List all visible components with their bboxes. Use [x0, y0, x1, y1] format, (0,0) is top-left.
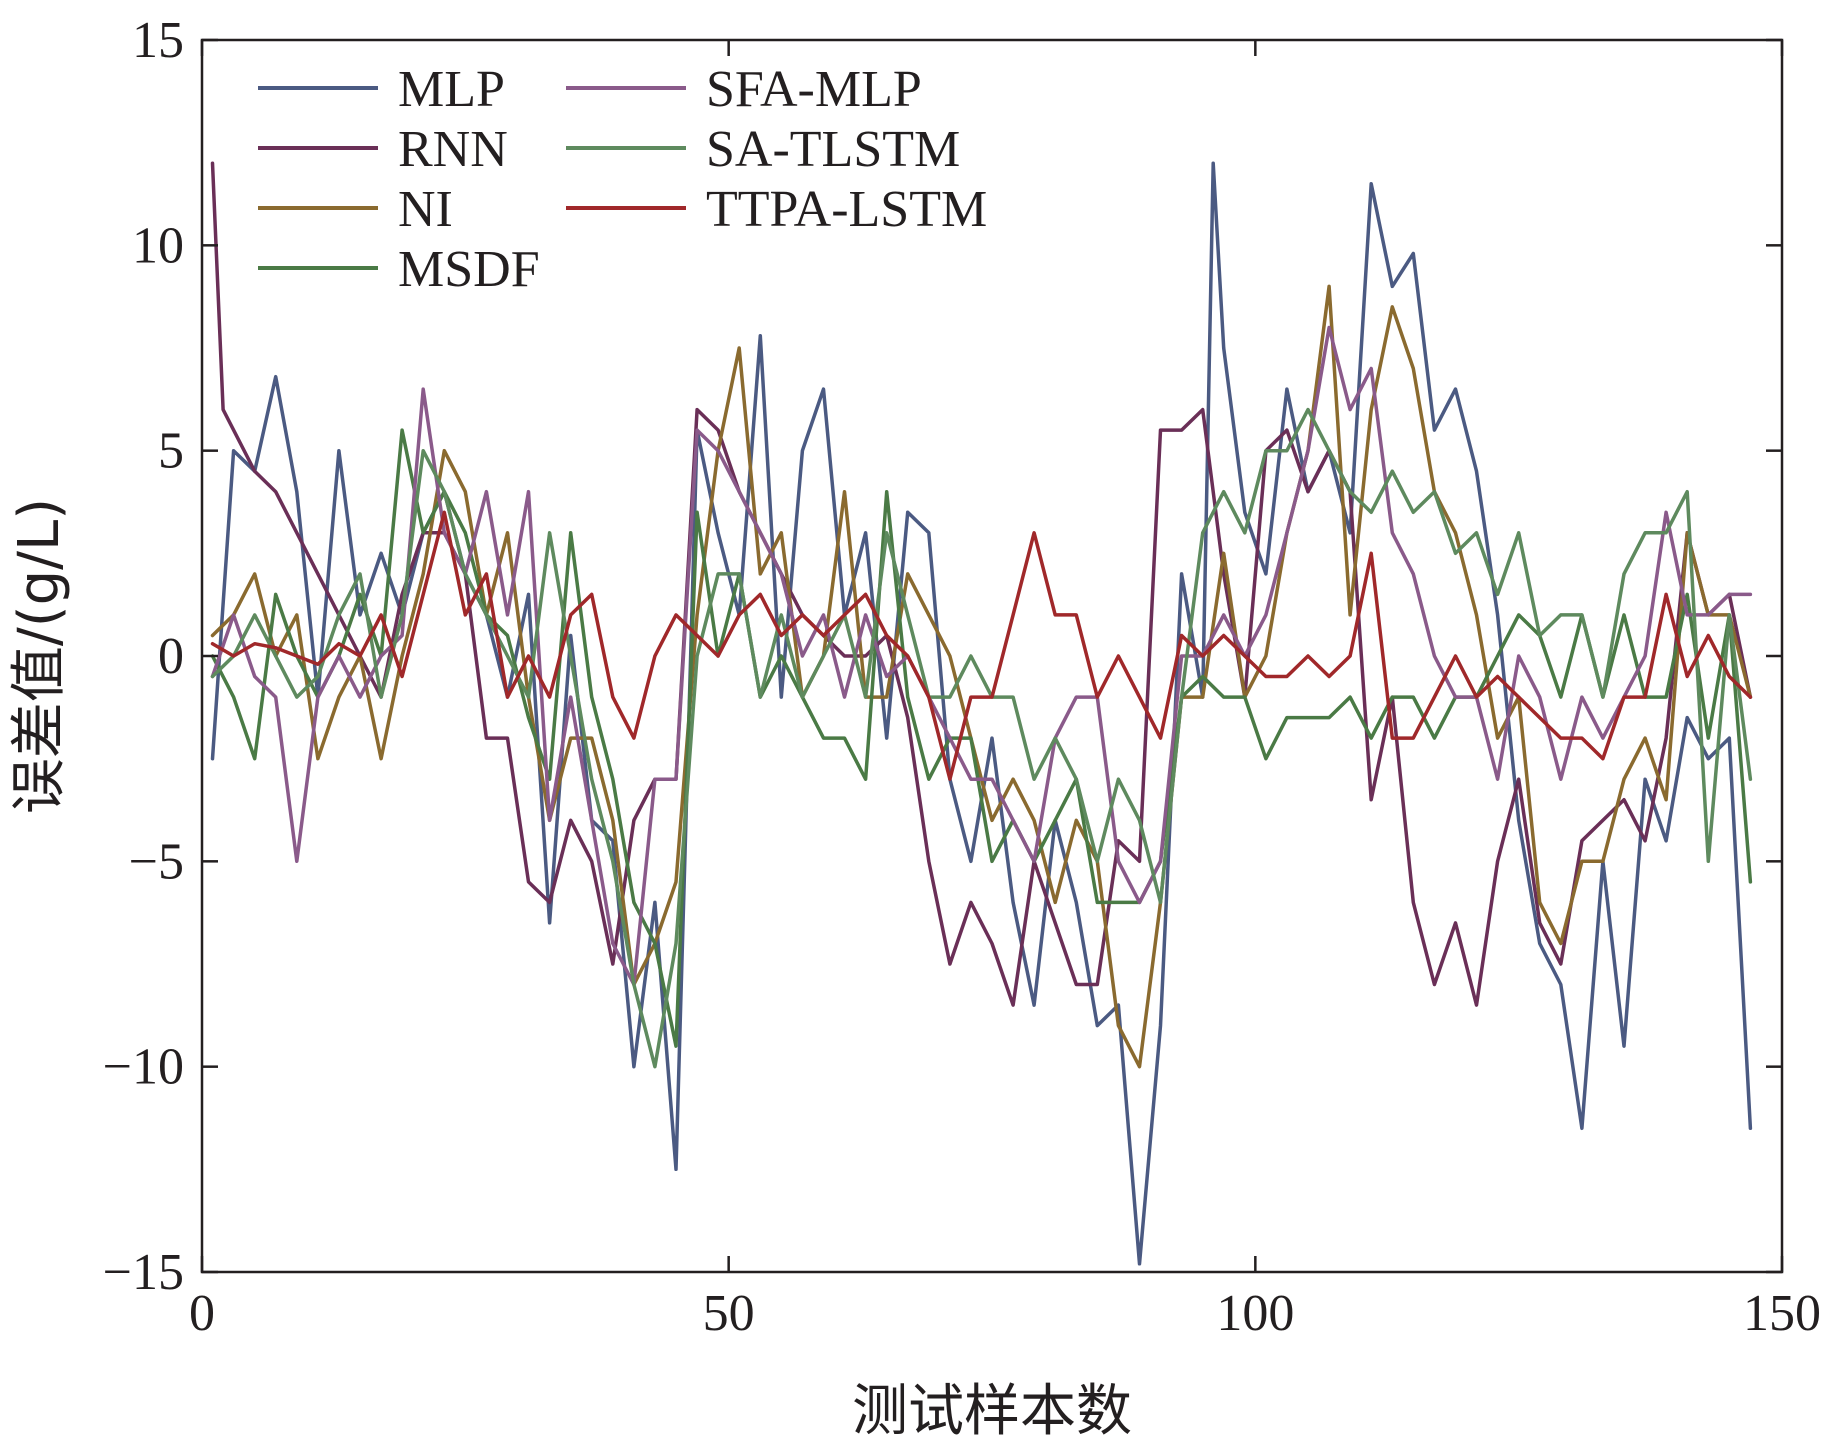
tick-labels: 0 50 100 150 −15 −10 −5 0 5 10 15: [103, 12, 1821, 1342]
x-tick-label: 0: [189, 1285, 215, 1342]
y-tick-label: −10: [103, 1039, 184, 1096]
x-axis-title: 测试样本数: [852, 1379, 1132, 1444]
legend-label-ni: NI: [398, 181, 453, 238]
legend-label-sfa-mlp: SFA-MLP: [706, 61, 922, 118]
legend-label-sa-tlstm: SA-TLSTM: [706, 121, 960, 178]
y-tick-label: 5: [158, 423, 184, 480]
series-line-msdf: [210, 428, 1753, 1048]
series-line-sfa-mlp: [210, 325, 1753, 987]
y-axis-title: 误差值/(g/L): [7, 498, 72, 814]
series-line-sa-tlstm: [210, 407, 1753, 1069]
y-tick-label: 15: [132, 12, 184, 69]
y-tick-label: 10: [132, 217, 184, 274]
x-tick-label: 50: [703, 1285, 755, 1342]
y-tick-label: −5: [129, 833, 184, 890]
x-tick-label: 150: [1743, 1285, 1821, 1342]
legend-label-msdf: MSDF: [398, 241, 540, 298]
series-layer: [210, 161, 1753, 1266]
y-tick-label: 0: [158, 628, 184, 685]
legend-label-mlp: MLP: [398, 61, 505, 118]
series-line-ttpa-lstm: [210, 510, 1753, 781]
legend-label-rnn: RNN: [398, 121, 508, 178]
ticks-layer: [200, 38, 1784, 1274]
y-tick-label: −15: [103, 1244, 184, 1301]
legend-label-ttpa-lstm: TTPA-LSTM: [706, 181, 987, 238]
x-tick-label: 100: [1216, 1285, 1294, 1342]
